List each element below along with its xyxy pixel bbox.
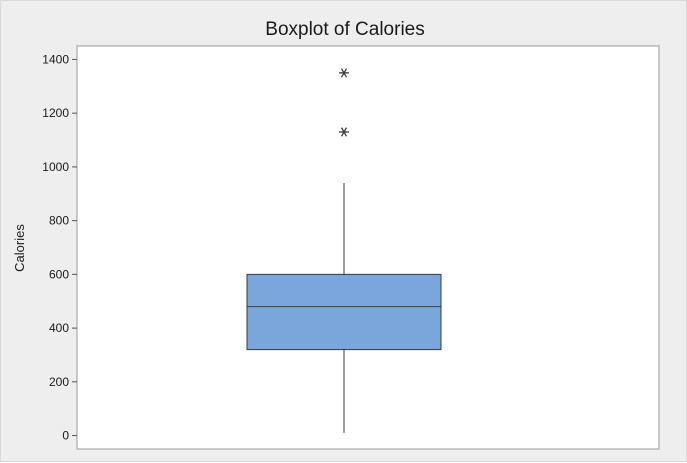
box-plot-group [246, 183, 442, 433]
outlier-point [339, 68, 349, 78]
y-axis: 0 200 400 600 800 1000 1200 1400 [42, 52, 77, 443]
y-tick-label: 1200 [42, 106, 69, 120]
outlier-group [339, 68, 349, 137]
plot-area [76, 45, 660, 450]
y-tick-label: 1400 [42, 52, 69, 66]
y-tick-label: 1000 [42, 160, 69, 174]
interquartile-box [246, 273, 442, 351]
y-tick-label: 800 [49, 214, 69, 228]
y-tick-label: 200 [49, 375, 69, 389]
y-tick-label: 600 [49, 267, 69, 281]
chart-title: Boxplot of Calories [265, 19, 424, 40]
y-tick-label: 400 [49, 321, 69, 335]
outlier-point [339, 127, 349, 137]
y-axis-title: Calories [12, 224, 27, 272]
y-tick-label: 0 [62, 429, 69, 443]
